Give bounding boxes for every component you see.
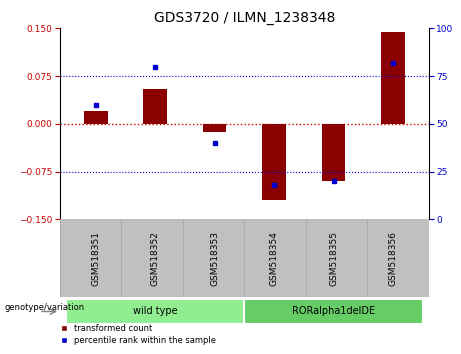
Legend: transformed count, percentile rank within the sample: transformed count, percentile rank withi… <box>59 322 218 346</box>
Bar <box>84 111 107 124</box>
Text: GSM518354: GSM518354 <box>270 231 278 286</box>
Bar <box>66 299 244 324</box>
Text: GSM518356: GSM518356 <box>389 231 397 286</box>
Bar <box>381 32 405 124</box>
Text: genotype/variation: genotype/variation <box>5 303 85 312</box>
Text: RORalpha1delDE: RORalpha1delDE <box>292 306 375 316</box>
Bar <box>143 89 167 124</box>
Text: GSM518355: GSM518355 <box>329 231 338 286</box>
Title: GDS3720 / ILMN_1238348: GDS3720 / ILMN_1238348 <box>154 11 335 24</box>
Text: GSM518353: GSM518353 <box>210 231 219 286</box>
Text: wild type: wild type <box>133 306 177 316</box>
Text: GSM518352: GSM518352 <box>151 231 160 286</box>
Text: GSM518351: GSM518351 <box>91 231 100 286</box>
Bar <box>262 124 286 200</box>
Bar <box>244 299 423 324</box>
Bar <box>203 124 226 132</box>
Bar <box>322 124 345 181</box>
